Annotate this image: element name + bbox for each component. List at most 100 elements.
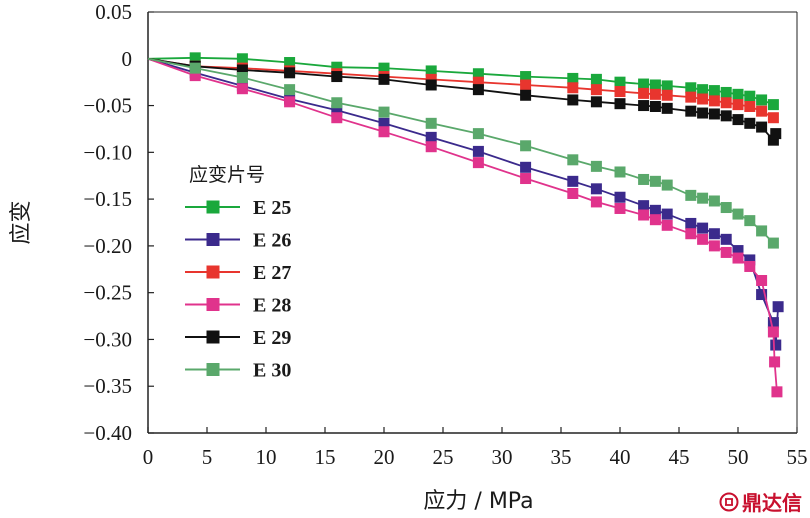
data-point — [767, 112, 779, 124]
legend-label: E 25 — [253, 197, 291, 219]
data-point — [744, 260, 756, 272]
data-point — [378, 62, 390, 74]
data-point — [472, 128, 484, 140]
legend-label: E 29 — [253, 327, 291, 349]
data-point — [649, 79, 661, 91]
data-point — [756, 289, 768, 301]
data-point — [378, 117, 390, 129]
data-point — [732, 245, 744, 257]
data-point — [649, 214, 661, 226]
data-point — [756, 275, 768, 287]
data-point — [697, 233, 709, 245]
legend-label: E 26 — [253, 230, 291, 252]
data-point — [378, 106, 390, 118]
data-point — [638, 87, 650, 99]
data-point — [284, 57, 296, 69]
data-point — [720, 97, 732, 109]
data-point — [685, 105, 697, 117]
data-point — [567, 154, 579, 166]
data-point — [590, 196, 602, 208]
x-tick-label: 0 — [143, 445, 154, 469]
data-point — [697, 222, 709, 234]
x-tick-label: 30 — [492, 445, 513, 469]
x-tick-label: 55 — [787, 445, 808, 469]
data-point — [284, 84, 296, 96]
data-point — [744, 254, 756, 266]
data-point — [284, 67, 296, 79]
data-point — [638, 173, 650, 185]
data-point — [378, 126, 390, 138]
data-point — [236, 64, 248, 76]
data-point — [720, 246, 732, 258]
y-tick-label: 0 — [122, 47, 133, 71]
data-point — [732, 208, 744, 220]
series-e28 — [147, 57, 783, 398]
data-point — [331, 97, 343, 109]
data-point — [720, 233, 732, 245]
data-point — [720, 202, 732, 214]
data-point — [425, 79, 437, 91]
data-point — [697, 84, 709, 96]
watermark-text: 鼎达信 — [742, 491, 802, 515]
series-e26 — [147, 57, 784, 351]
legend-item: E 26 — [185, 230, 291, 252]
data-point — [685, 217, 697, 229]
data-point — [649, 100, 661, 112]
series-e30 — [147, 57, 779, 249]
legend-label: E 30 — [253, 360, 291, 382]
data-point — [697, 107, 709, 119]
data-point — [189, 70, 201, 82]
data-point — [770, 128, 782, 140]
x-tick-label: 20 — [374, 445, 395, 469]
y-tick-label: −0.15 — [83, 187, 132, 211]
series-line — [147, 57, 778, 392]
data-point — [638, 100, 650, 112]
data-point — [590, 84, 602, 96]
data-point — [425, 141, 437, 153]
data-point — [614, 86, 626, 98]
data-point — [708, 95, 720, 107]
data-point — [661, 179, 673, 191]
data-point — [649, 88, 661, 100]
data-point — [732, 88, 744, 100]
data-point — [708, 228, 720, 240]
data-point — [638, 78, 650, 90]
data-point — [472, 145, 484, 157]
data-point — [590, 183, 602, 195]
data-point — [661, 89, 673, 101]
data-point — [472, 84, 484, 96]
data-point — [720, 110, 732, 122]
watermark-logo-icon — [719, 492, 739, 511]
y-tick-label: −0.30 — [83, 327, 132, 351]
data-point — [685, 228, 697, 240]
data-point — [331, 71, 343, 83]
data-point — [732, 99, 744, 111]
data-point — [767, 99, 779, 111]
x-tick-label: 25 — [433, 445, 454, 469]
data-point — [685, 189, 697, 201]
x-axis-title: 应力 / MPa — [423, 489, 533, 514]
y-tick-label: −0.25 — [83, 281, 132, 305]
data-point — [472, 68, 484, 80]
data-point — [708, 195, 720, 207]
data-point — [590, 73, 602, 85]
legend-label: E 28 — [253, 295, 291, 317]
data-point — [567, 72, 579, 84]
data-point — [756, 121, 768, 133]
data-point — [772, 301, 784, 313]
series-line — [147, 57, 779, 346]
data-point — [697, 192, 709, 204]
legend: 应变片号 E 25 E 26 E 27 E 28 E 29 E 30 — [185, 164, 291, 382]
data-point — [590, 160, 602, 172]
data-point — [236, 83, 248, 95]
legend-marker — [206, 233, 220, 246]
data-point — [425, 73, 437, 85]
y-tick-label: 0.05 — [95, 0, 132, 24]
y-tick-label: −0.35 — [83, 374, 132, 398]
data-point — [472, 157, 484, 169]
data-point — [614, 166, 626, 178]
data-point — [649, 175, 661, 187]
data-point — [744, 100, 756, 112]
data-point — [661, 208, 673, 220]
